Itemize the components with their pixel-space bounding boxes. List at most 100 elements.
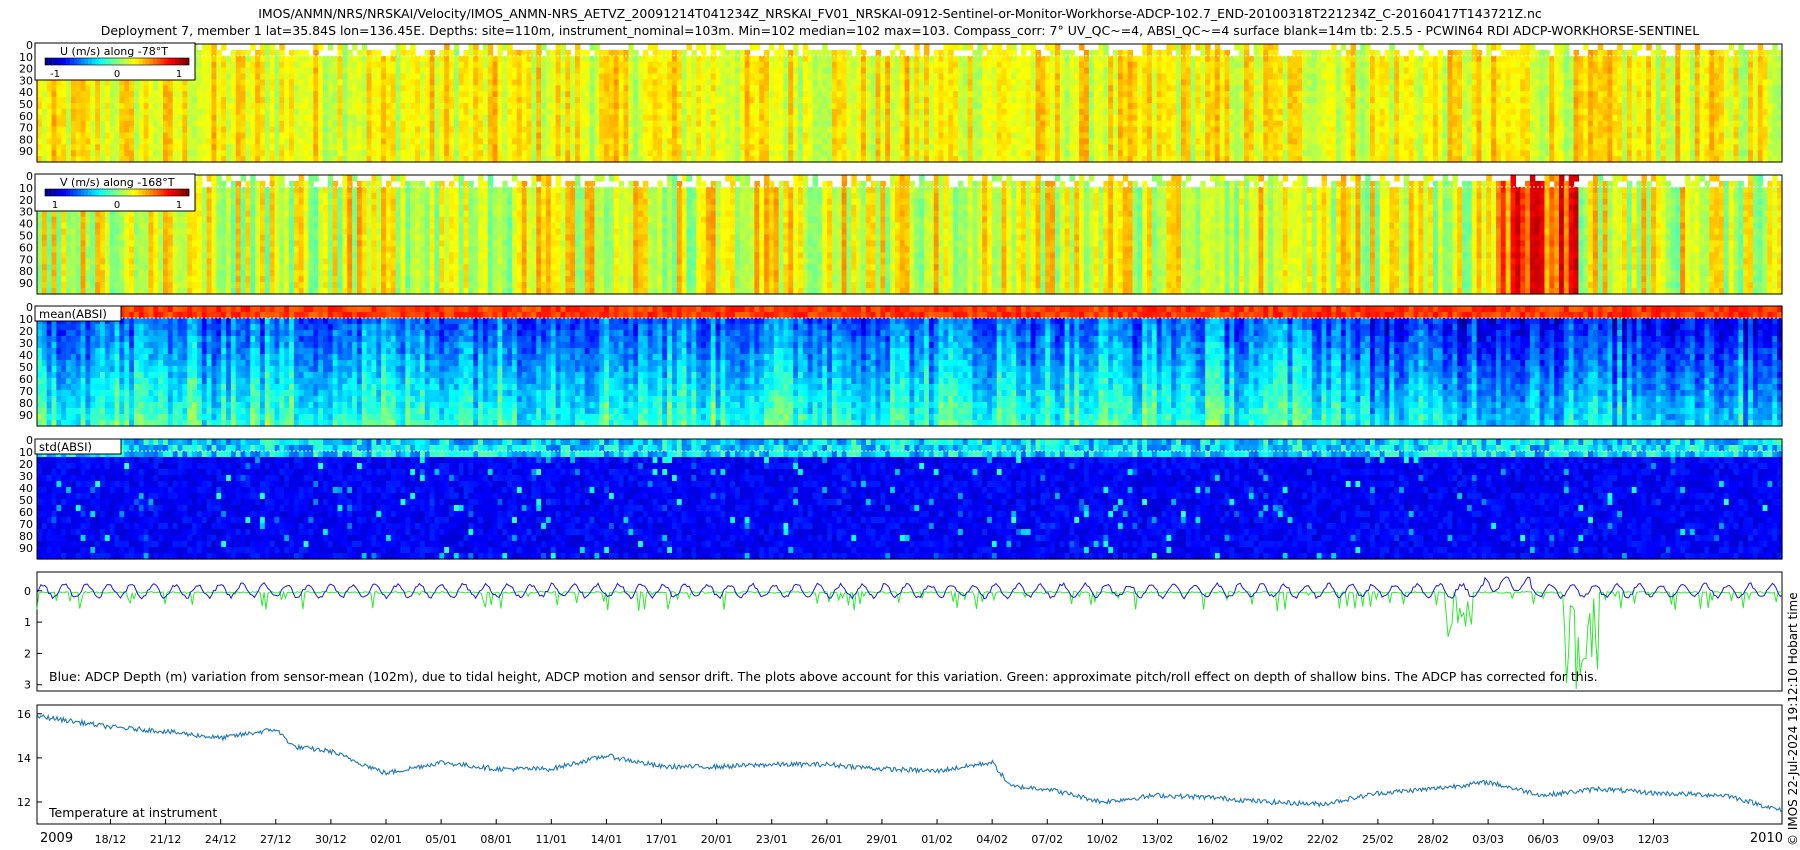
x-tick-label: 11/01 bbox=[535, 833, 567, 846]
colorbar-tick: -1 bbox=[50, 69, 60, 80]
depth-caption: Blue: ADCP Depth (m) variation from sens… bbox=[49, 669, 1598, 684]
y-tick-label: 2 bbox=[24, 647, 31, 660]
x-tick-label: 07/02 bbox=[1031, 833, 1063, 846]
y-tick-label: 10 bbox=[19, 446, 33, 459]
x-tick-label: 27/12 bbox=[260, 833, 292, 846]
x-tick-label: 16/02 bbox=[1197, 833, 1229, 846]
colorbar-tick: 1 bbox=[176, 69, 182, 80]
y-tick-label: 40 bbox=[19, 86, 33, 99]
y-tick-label: 70 bbox=[19, 253, 33, 266]
depth-line bbox=[36, 576, 1783, 600]
y-tick-label: 0 bbox=[26, 170, 33, 183]
panel-label-box: std(ABSI) bbox=[34, 438, 122, 455]
y-tick-label: 50 bbox=[19, 98, 33, 111]
x-tick-label: 04/02 bbox=[976, 833, 1008, 846]
x-tick-label: 17/01 bbox=[646, 833, 678, 846]
panel-frame bbox=[36, 305, 1783, 427]
panel-label: mean(ABSI) bbox=[39, 307, 107, 321]
y-tick-label: 90 bbox=[19, 542, 33, 555]
y-tick-label: 90 bbox=[19, 277, 33, 290]
copyright-credit: © IMOS 22-Jul-2024 19:12:10 Hobart time bbox=[1786, 592, 1800, 846]
y-tick-label: 70 bbox=[19, 122, 33, 135]
x-tick-label: 13/02 bbox=[1142, 833, 1174, 846]
x-tick-label: 29/01 bbox=[866, 833, 898, 846]
legend-label: U (m/s) along -78°T bbox=[60, 45, 168, 58]
colorbar-tick: 1 bbox=[176, 200, 182, 211]
y-tick-label: 50 bbox=[19, 361, 33, 374]
panel-frame bbox=[36, 43, 1783, 163]
y-tick-label: 80 bbox=[19, 265, 33, 278]
y-tick-label: 10 bbox=[19, 313, 33, 326]
panel-frame bbox=[36, 174, 1783, 295]
y-tick-label: 10 bbox=[19, 182, 33, 195]
y-tick-label: 0 bbox=[26, 39, 33, 52]
x-tick-label: 01/02 bbox=[921, 833, 953, 846]
legend-label: V (m/s) along -168°T bbox=[60, 176, 175, 189]
title-line-1: IMOS/ANMN/NRS/NRSKAI/Velocity/IMOS_ANMN-… bbox=[0, 6, 1800, 21]
x-tick-label: 10/02 bbox=[1087, 833, 1119, 846]
colorbar bbox=[44, 188, 190, 197]
x-tick-label: 19/02 bbox=[1252, 833, 1284, 846]
panel-frame bbox=[36, 704, 1783, 825]
panel-label: std(ABSI) bbox=[39, 440, 92, 454]
y-tick-label: 0 bbox=[26, 301, 33, 314]
x-start-year: 2009 bbox=[40, 831, 73, 846]
colorbar bbox=[44, 57, 190, 66]
x-tick-label: 22/02 bbox=[1307, 833, 1339, 846]
y-tick-label: 0 bbox=[26, 434, 33, 447]
x-end-year: 2010 bbox=[1750, 831, 1783, 846]
y-tick-label: 10 bbox=[19, 51, 33, 64]
x-tick-label: 30/12 bbox=[315, 833, 347, 846]
x-tick-label: 20/01 bbox=[701, 833, 733, 846]
y-tick-label: 20 bbox=[19, 63, 33, 76]
depth-panel: 0 1 2 3 Blue: ADCP Depth (m) variation from … bbox=[24, 571, 1783, 692]
y-tick-label: 70 bbox=[19, 518, 33, 531]
y-tick-label: 30 bbox=[19, 74, 33, 87]
colorbar-tick: 0 bbox=[114, 200, 120, 211]
y-tick-label: 14 bbox=[17, 752, 31, 765]
y-tick-label: 20 bbox=[19, 194, 33, 207]
y-tick-label: 20 bbox=[19, 325, 33, 338]
y-tick-label: 16 bbox=[17, 708, 31, 721]
y-tick-label: 60 bbox=[19, 506, 33, 519]
y-tick-label: 40 bbox=[19, 482, 33, 495]
colorbar-legend: V (m/s) along -168°T1 0 1 bbox=[34, 173, 196, 212]
y-tick-label: 50 bbox=[19, 494, 33, 507]
x-tick-label: 05/01 bbox=[425, 833, 457, 846]
colorbar-legend: U (m/s) along -78°T-1 0 1 bbox=[34, 42, 196, 81]
y-tick-label: 80 bbox=[19, 397, 33, 410]
colorbar-tick: 1 bbox=[52, 200, 58, 211]
y-tick-label: 50 bbox=[19, 230, 33, 243]
y-tick-label: 60 bbox=[19, 110, 33, 123]
pitch-roll-line bbox=[36, 589, 1783, 689]
x-tick-label: 03/03 bbox=[1472, 833, 1504, 846]
y-tick-label: 12 bbox=[17, 796, 31, 809]
y-tick-label: 90 bbox=[19, 145, 33, 158]
title-line-2: Deployment 7, member 1 lat=35.84S lon=13… bbox=[0, 23, 1800, 38]
x-tick-label: 14/01 bbox=[591, 833, 623, 846]
x-tick-label: 26/01 bbox=[811, 833, 843, 846]
y-tick-label: 80 bbox=[19, 530, 33, 543]
colorbar-tick: 0 bbox=[114, 69, 120, 80]
y-tick-label: 1 bbox=[24, 616, 31, 629]
y-tick-label: 90 bbox=[19, 409, 33, 422]
y-tick-label: 20 bbox=[19, 458, 33, 471]
y-tick-label: 40 bbox=[19, 218, 33, 231]
y-tick-label: 40 bbox=[19, 349, 33, 362]
x-tick-label: 09/03 bbox=[1582, 833, 1614, 846]
y-tick-label: 30 bbox=[19, 337, 33, 350]
temperature-caption: Temperature at instrument bbox=[48, 805, 217, 820]
x-tick-label: 02/01 bbox=[370, 833, 402, 846]
y-tick-label: 80 bbox=[19, 133, 33, 146]
panel-frame bbox=[36, 438, 1783, 560]
x-tick-label: 18/12 bbox=[95, 833, 127, 846]
x-tick-label: 06/03 bbox=[1527, 833, 1559, 846]
y-tick-label: 0 bbox=[24, 585, 31, 598]
y-tick-label: 60 bbox=[19, 241, 33, 254]
x-tick-label: 25/02 bbox=[1362, 833, 1394, 846]
temperature-panel: 12 14 16 Temperature at instrument bbox=[17, 704, 1783, 825]
